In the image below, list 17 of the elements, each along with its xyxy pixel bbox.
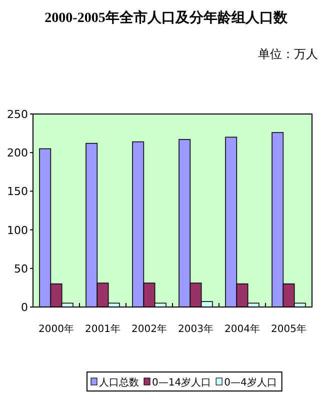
y-tick-label: 200 [7,146,28,160]
y-tick-label: 50 [14,262,28,276]
y-tick-label: 100 [7,224,28,237]
x-tick-label: 2005年 [271,323,306,335]
x-tick-label: 2001年 [85,323,120,335]
chart-title: 2000-2005年全市人口及分年龄组人口数 [44,9,288,26]
legend-label: 0—4岁人口 [224,376,277,388]
legend-label: 人口总数 [99,376,139,388]
x-tick-label: 2002年 [132,323,167,335]
y-tick-label: 250 [7,108,28,121]
x-tick-label: 2003年 [178,323,214,335]
x-tick-label: 2004年 [224,323,260,335]
y-tick-label: 150 [7,185,28,198]
legend-label: 0—14岁人口 [152,376,212,388]
x-tick-label: 2000年 [38,323,74,335]
y-tick-label: 0 [21,301,28,314]
chart-subtitle: 单位：万人 [258,47,318,61]
